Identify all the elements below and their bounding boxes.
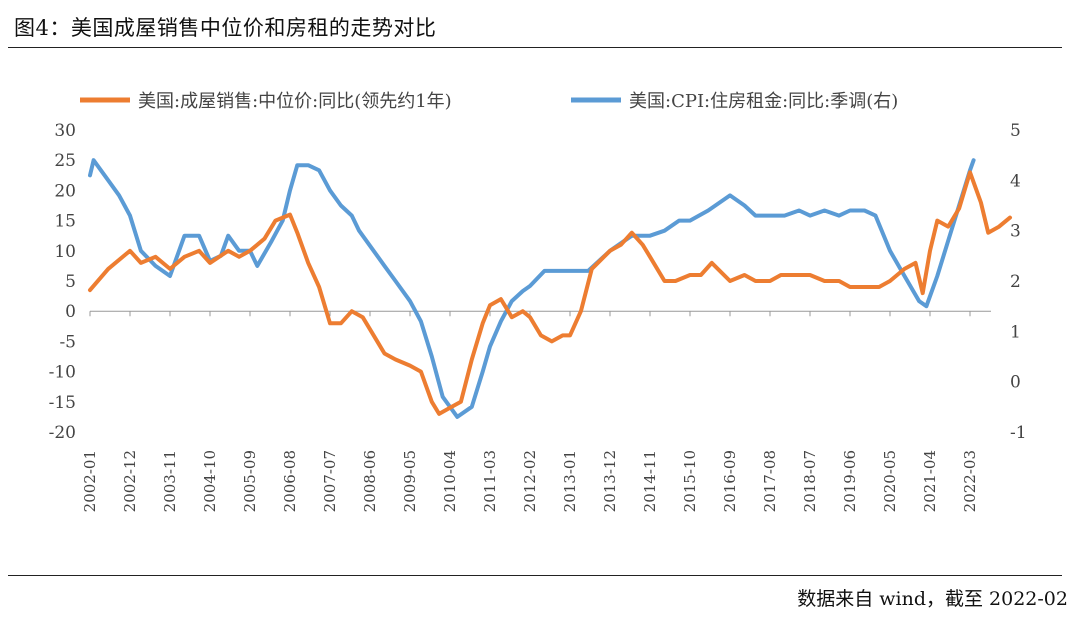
legend-label: 美国:CPI:住房租金:同比:季调(右) bbox=[629, 91, 898, 112]
line-chart: 美国:成屋销售:中位价:同比(领先约1年) 美国:CPI:住房租金:同比:季调(右… bbox=[49, 91, 1027, 512]
y-right-tick-label: 1 bbox=[1010, 322, 1021, 342]
y-right-tick-label: 5 bbox=[1010, 121, 1021, 141]
x-tick-label: 2017-08 bbox=[761, 450, 779, 512]
source-note: 数据来自 wind，截至 2022-02 bbox=[797, 588, 1068, 610]
y-left-tick-label: -15 bbox=[49, 393, 76, 413]
x-tick-label: 2008-06 bbox=[361, 450, 379, 512]
series-lines bbox=[88, 158, 1012, 419]
x-tick-label: 2022-03 bbox=[961, 450, 979, 512]
y-left-tick-label: -20 bbox=[49, 423, 76, 443]
y-left-tick-label: -10 bbox=[49, 363, 76, 383]
x-tick-label: 2006-08 bbox=[281, 450, 299, 512]
y-left-tick-label: 25 bbox=[54, 151, 76, 171]
x-tick-label: 2013-12 bbox=[601, 450, 619, 512]
legend: 美国:成屋销售:中位价:同比(领先约1年) 美国:CPI:住房租金:同比:季调(右… bbox=[80, 91, 898, 112]
x-tick-label: 2014-11 bbox=[641, 450, 659, 512]
x-tick-label: 2012-02 bbox=[521, 450, 539, 512]
y-right-tick-label: 0 bbox=[1010, 373, 1021, 393]
y-left-tick-label: 5 bbox=[65, 272, 76, 292]
legend-label: 美国:成屋销售:中位价:同比(领先约1年) bbox=[138, 91, 452, 112]
x-tick-label: 2002-12 bbox=[121, 450, 139, 512]
y-right-tick-label: 4 bbox=[1010, 171, 1021, 191]
x-tick-label: 2019-06 bbox=[841, 450, 859, 512]
figure-title: 图4：美国成屋销售中位价和房租的走势对比 bbox=[14, 16, 437, 40]
y-left-tick-label: 20 bbox=[54, 181, 76, 201]
x-tick-label: 2016-09 bbox=[721, 450, 739, 512]
x-tick-label: 2009-05 bbox=[401, 450, 419, 512]
y-right-tick-label: 3 bbox=[1010, 222, 1021, 242]
x-tick-label: 2010-04 bbox=[441, 450, 459, 512]
series-line-rent-cpi bbox=[88, 158, 976, 419]
x-tick-label: 2004-10 bbox=[201, 450, 219, 512]
x-tick-label: 2020-05 bbox=[881, 450, 899, 512]
axes: 2002-01 2002-12 2003-11 2004-10 2005-09 2006-… bbox=[49, 121, 1027, 512]
x-tick-label: 2011-03 bbox=[481, 450, 499, 512]
chart-frame: 美国:成屋销售:中位价:同比(领先约1年) 美国:CPI:住房租金:同比:季调(右… bbox=[8, 48, 1062, 576]
x-tick-label: 2005-09 bbox=[241, 450, 259, 512]
y-left-tick-label: 30 bbox=[54, 121, 76, 141]
x-tick-label: 2013-01 bbox=[561, 450, 579, 512]
x-tick-label: 2015-10 bbox=[681, 450, 699, 512]
y-left-tick-label: 0 bbox=[65, 302, 76, 322]
title-rule bbox=[8, 47, 1062, 48]
y-left-tick-label: 15 bbox=[54, 212, 76, 232]
x-tick-label: 2007-07 bbox=[321, 450, 339, 512]
series-line-price-yoy bbox=[88, 170, 1012, 416]
y-left-tick-label: 10 bbox=[54, 242, 76, 262]
y-right-tick-label: -1 bbox=[1010, 423, 1027, 443]
x-tick-label: 2002-01 bbox=[81, 450, 99, 512]
x-tick-label: 2018-07 bbox=[801, 450, 819, 512]
x-tick-label: 2003-11 bbox=[161, 450, 179, 512]
y-right-tick-label: 2 bbox=[1010, 272, 1021, 292]
x-tick-label: 2021-04 bbox=[921, 450, 939, 512]
y-left-tick-label: -5 bbox=[59, 332, 76, 352]
